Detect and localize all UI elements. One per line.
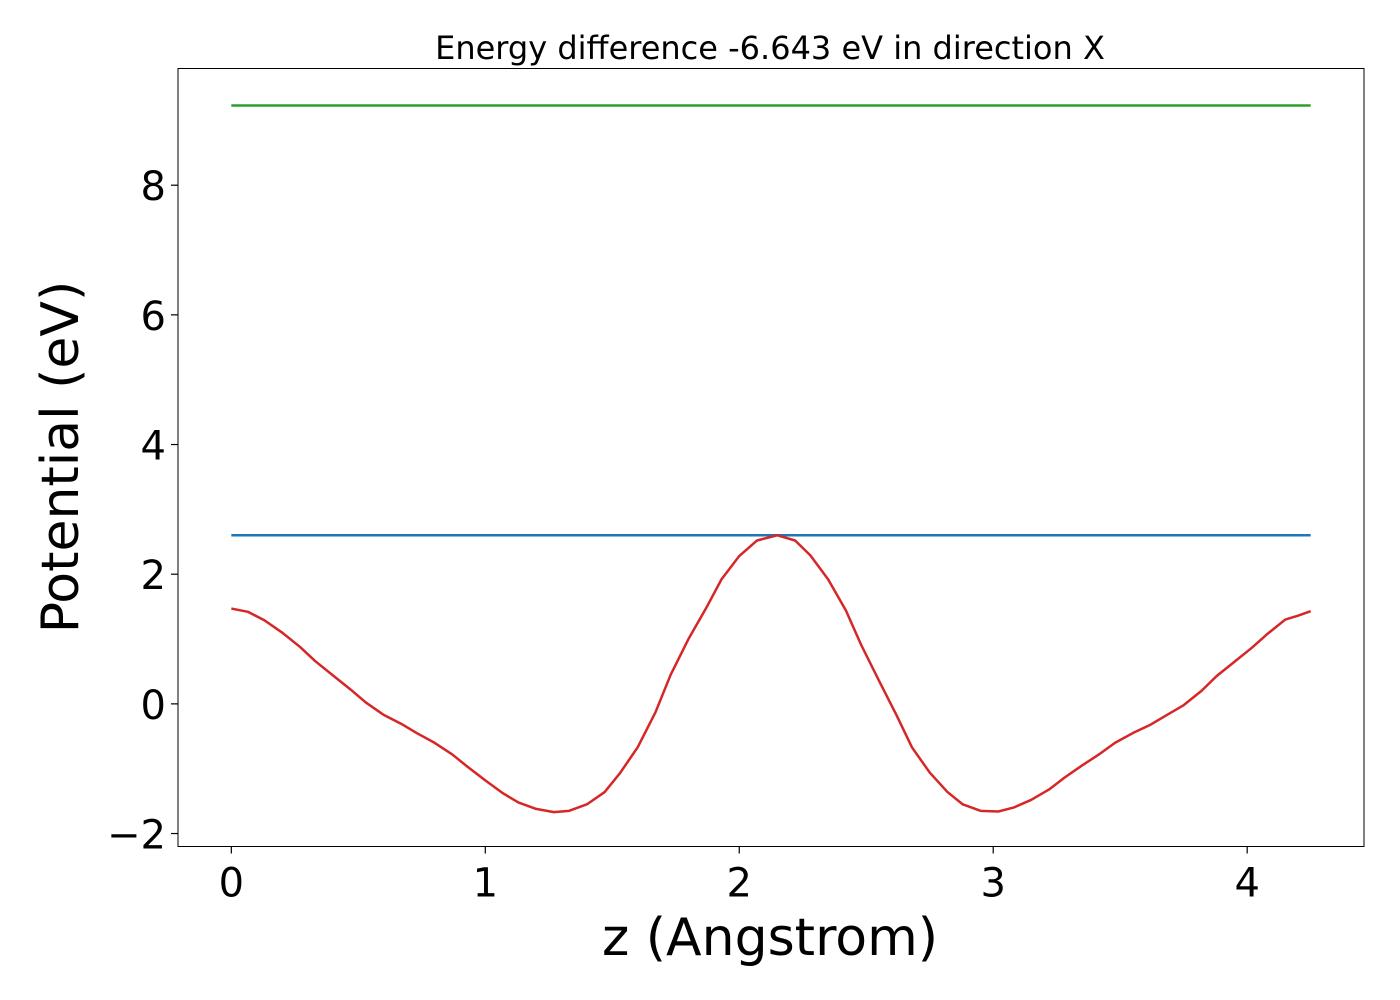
x-tick-label-2: 2	[727, 861, 752, 907]
y-tick-label-5: 8	[141, 164, 166, 210]
x-axis-ticks: 0 1 2 3 4	[219, 846, 1260, 907]
series-layer	[231, 104, 1312, 814]
x-tick-label-0: 0	[219, 861, 244, 907]
y-tick-label-1: 0	[141, 683, 166, 729]
y-tick-label-0: −2	[107, 813, 166, 859]
x-tick-label-4: 4	[1234, 861, 1259, 907]
y-axis-label: Potential (eV)	[31, 281, 91, 633]
y-axis-ticks: −2 0 2 4 6 8	[107, 164, 178, 859]
x-axis-label: z (Angstrom)	[602, 908, 938, 968]
y-tick-label-2: 2	[141, 553, 166, 599]
x-tick-label-1: 1	[473, 861, 498, 907]
chart-title: Energy difference -6.643 eV in direction…	[435, 29, 1105, 67]
series-line-2	[231, 534, 1312, 814]
x-tick-label-3: 3	[980, 861, 1005, 907]
plot-area-frame	[177, 68, 1365, 847]
y-tick-label-4: 6	[141, 294, 166, 340]
y-tick-label-3: 4	[141, 424, 166, 470]
